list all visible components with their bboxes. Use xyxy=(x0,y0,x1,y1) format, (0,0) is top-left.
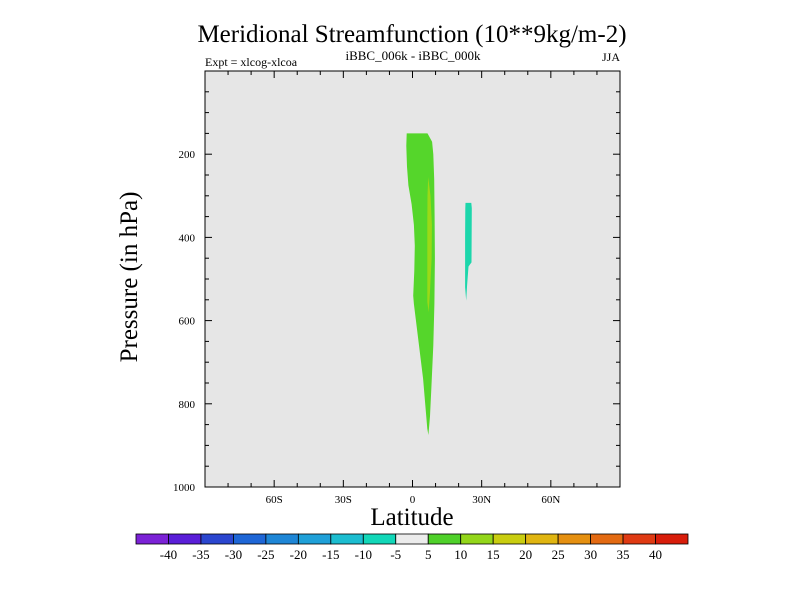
colorbar-label: -30 xyxy=(225,547,242,562)
colorbar-label: 20 xyxy=(519,547,532,562)
colorbar-swatch xyxy=(622,533,656,545)
colorbar-swatch xyxy=(233,533,267,545)
y-tick-label: 600 xyxy=(179,316,196,328)
colorbar-swatch xyxy=(590,533,624,545)
x-tick-label: 30S xyxy=(335,494,352,506)
colorbar-swatch xyxy=(362,533,397,545)
y-tick-labels: 200 400 600 800 1000 xyxy=(173,149,196,494)
y-tick-label: 200 xyxy=(179,149,196,161)
colorbar-swatch xyxy=(168,533,202,545)
colorbar-swatch xyxy=(525,533,559,545)
colorbar-swatch xyxy=(427,533,462,545)
colorbar-swatch xyxy=(265,533,299,545)
colorbar-swatch xyxy=(655,533,689,545)
colorbar-label: 5 xyxy=(425,547,432,562)
contour-region-positive-10-15 xyxy=(427,177,432,313)
subtitle-difference: iBBC_006k - iBBC_000k xyxy=(345,48,481,63)
x-axis-label: Latitude xyxy=(370,504,453,531)
colorbar-label: 15 xyxy=(487,547,500,562)
colorbar-labels: -40 -35 -30 -25 -20 -15 -10 -5 5 10 15 2… xyxy=(160,547,662,562)
colorbar-label: 35 xyxy=(617,547,630,562)
colorbar-swatch xyxy=(200,533,234,545)
colorbar-label: 40 xyxy=(649,547,662,562)
x-tick-label: 60S xyxy=(266,494,283,506)
colorbar-label: -35 xyxy=(192,547,209,562)
colorbar-label: 25 xyxy=(552,547,565,562)
colorbar-label: -25 xyxy=(257,547,274,562)
x-tick-label: 0 xyxy=(410,494,416,506)
subtitle-season: JJA xyxy=(602,50,620,64)
contour-region-negative-10-5 xyxy=(465,202,472,301)
contour-regions xyxy=(406,133,472,435)
x-tick-label: 30N xyxy=(472,494,491,506)
colorbar-swatch xyxy=(557,533,591,545)
y-tick-label: 1000 xyxy=(173,482,196,494)
colorbar-label: 30 xyxy=(584,547,597,562)
colorbar-swatch xyxy=(330,533,364,545)
colorbar-swatch xyxy=(297,533,332,545)
chart-title: Meridional Streamfunction (10**9kg/m-2) xyxy=(197,21,626,48)
x-tick-labels: 60S 30S 0 30N 60N xyxy=(266,494,561,506)
y-tick-label: 400 xyxy=(179,232,196,244)
colorbar-label: 10 xyxy=(454,547,467,562)
colorbar-label: -5 xyxy=(390,547,401,562)
colorbar-swatch xyxy=(492,533,527,545)
colorbar-label: -15 xyxy=(322,547,339,562)
colorbar-label: -10 xyxy=(355,547,372,562)
axis-ticks xyxy=(205,71,620,488)
colorbar xyxy=(135,533,689,545)
colorbar-swatch xyxy=(395,533,429,545)
colorbar-swatch xyxy=(460,533,494,545)
colorbar-swatch xyxy=(135,533,169,545)
colorbar-label: -40 xyxy=(160,547,177,562)
subtitle-experiment: Expt = xlcog-xlcoa xyxy=(205,55,298,69)
y-tick-label: 800 xyxy=(179,399,196,411)
x-tick-label: 60N xyxy=(541,494,560,506)
y-axis-label: Pressure (in hPa) xyxy=(116,192,143,363)
colorbar-label: -20 xyxy=(290,547,307,562)
